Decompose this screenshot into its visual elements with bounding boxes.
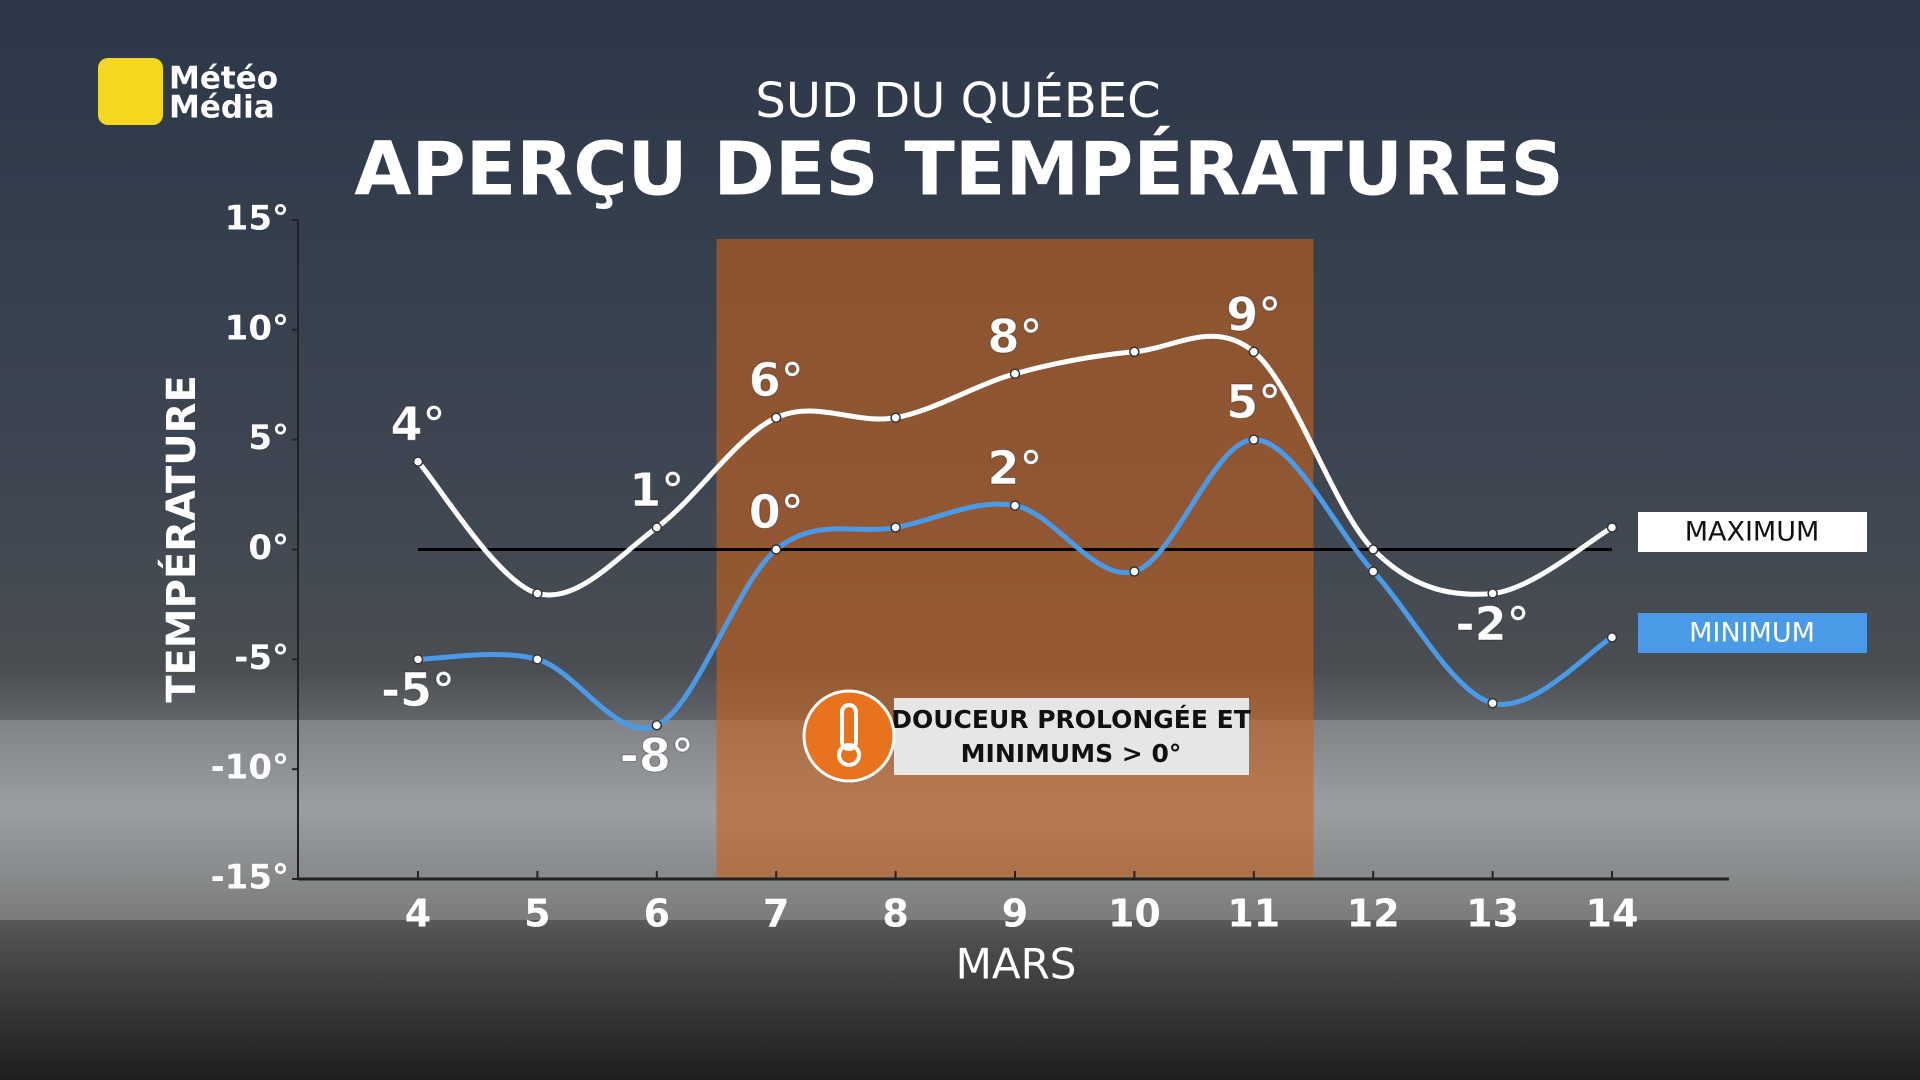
y-tick-label: 10° (225, 308, 289, 348)
point (770, 412, 782, 423)
chart-title: SUD DU QUÉBEC (755, 72, 1160, 129)
point (1487, 698, 1498, 709)
x-tick-label: 9 (1002, 892, 1028, 936)
x-tick-label: 7 (763, 892, 789, 936)
x-tick-label: 11 (1227, 892, 1280, 936)
thermometer-bulb (837, 743, 861, 767)
x-tick-label: 12 (1347, 892, 1400, 936)
point (532, 654, 543, 665)
value-label: -5° (381, 663, 455, 717)
chart-subtitle: APERÇU DES TEMPÉRATURES (354, 125, 1564, 213)
point (890, 412, 901, 423)
value-label: 9° (1226, 287, 1281, 341)
y-tick-label: 5° (248, 418, 289, 458)
annotation-text: MINIMUMS > 0° (961, 739, 1182, 768)
logo-icon (98, 58, 163, 125)
point (412, 654, 424, 665)
annotation: DOUCEUR PROLONGÉE ET MINIMUMS > 0° (802, 689, 1251, 783)
value-label: 4° (390, 397, 445, 451)
value-label: 0° (749, 485, 804, 539)
point (651, 522, 663, 533)
y-tick-label: -5° (234, 638, 289, 678)
value-label: 6° (749, 353, 804, 407)
point (770, 544, 782, 555)
annotation-text: DOUCEUR PROLONGÉE ET (891, 705, 1251, 734)
point (651, 719, 663, 731)
point (1606, 632, 1618, 643)
point (890, 522, 901, 533)
point (1367, 544, 1379, 555)
point (532, 588, 543, 599)
point (1129, 566, 1140, 577)
point (1367, 566, 1379, 577)
y-tick-label: 15° (225, 199, 289, 239)
point (1129, 346, 1140, 358)
x-tick-label: 8 (882, 892, 908, 936)
logo-text: Média (169, 90, 275, 126)
logo: Météo Média (98, 58, 278, 126)
point (1009, 500, 1021, 511)
x-tick-label: 6 (644, 892, 670, 936)
x-tick-label: 5 (524, 892, 550, 936)
legend-box (1638, 613, 1867, 653)
x-tick-label: 10 (1108, 892, 1161, 936)
point (1487, 588, 1498, 599)
value-label: -2° (1456, 597, 1530, 651)
value-label: 2° (987, 441, 1042, 495)
value-label: 5° (1226, 375, 1281, 429)
legend-box (1638, 512, 1867, 552)
point (1248, 434, 1260, 445)
y-axis-label: TEMPÉRATURE (157, 375, 205, 703)
y-tick-label: -15° (211, 858, 289, 898)
value-label: -8° (620, 729, 694, 783)
thermometer (840, 703, 858, 751)
logo-text: Météo (169, 61, 278, 97)
point (1248, 346, 1260, 358)
point (1009, 368, 1021, 380)
legend-label: MAXIMUM (1685, 517, 1820, 548)
point (412, 456, 424, 467)
point (1606, 522, 1618, 533)
annotation-box (894, 698, 1249, 775)
value-label: 1° (629, 463, 684, 517)
x-axis-label: MARS (956, 940, 1077, 989)
value-label: 8° (987, 309, 1042, 363)
x-tick-label: 13 (1466, 892, 1519, 936)
x-tick-label: 14 (1586, 892, 1639, 936)
legend-label: MINIMUM (1689, 618, 1815, 649)
line (417, 437, 1614, 731)
y-tick-label: -10° (211, 748, 289, 788)
x-tick-label: 4 (405, 892, 431, 936)
y-tick-label: 0° (248, 528, 289, 568)
annotation-icon (802, 689, 896, 783)
